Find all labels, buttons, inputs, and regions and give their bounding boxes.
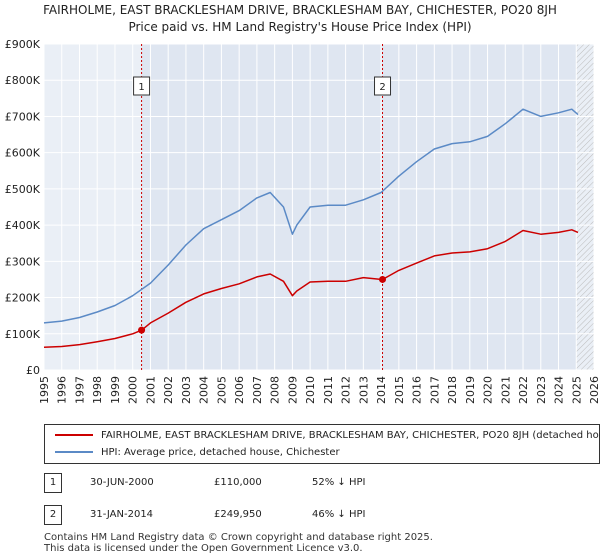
chart-title-line1: FAIRHOLME, EAST BRACKLESHAM DRIVE, BRACK… bbox=[43, 3, 557, 17]
x-tick-label: 2007 bbox=[251, 376, 264, 404]
y-tick-label: £400K bbox=[5, 219, 41, 232]
x-tick-label: 2022 bbox=[517, 376, 530, 404]
x-tick-label: 1996 bbox=[56, 376, 69, 404]
legend-swatch-property bbox=[55, 434, 93, 436]
x-tick-label: 2016 bbox=[411, 376, 424, 404]
x-tick-label: 1999 bbox=[109, 376, 122, 404]
transaction-date: 30-JUN-2000 bbox=[90, 477, 154, 488]
y-tick-label: £900K bbox=[5, 38, 41, 51]
x-tick-label: 2019 bbox=[464, 376, 477, 404]
footer-copyright: Contains HM Land Registry data © Crown c… bbox=[44, 532, 433, 543]
transaction-number: 1 bbox=[44, 473, 62, 493]
forecast-hatch bbox=[576, 44, 594, 370]
x-tick-label: 2012 bbox=[340, 376, 353, 404]
y-tick-label: £100K bbox=[5, 328, 41, 341]
transaction-number: 2 bbox=[44, 505, 62, 525]
transaction-label-box bbox=[133, 76, 151, 96]
x-tick-label: 2023 bbox=[535, 376, 548, 404]
x-tick-label: 2004 bbox=[198, 376, 211, 404]
x-tick-label: 2013 bbox=[357, 376, 370, 404]
transaction-price: £249,950 bbox=[214, 509, 262, 520]
x-tick-label: 2021 bbox=[499, 376, 512, 404]
transaction-label-box bbox=[374, 76, 392, 96]
transaction-hpi-diff: 46% ↓ HPI bbox=[312, 509, 366, 520]
x-tick-label: 2001 bbox=[144, 376, 157, 404]
transaction-span bbox=[382, 44, 577, 370]
hpi-line bbox=[43, 108, 579, 324]
legend-item-property: FAIRHOLME, EAST BRACKLESHAM DRIVE, BRACK… bbox=[55, 428, 600, 444]
y-tick-label: £500K bbox=[5, 183, 41, 196]
y-tick-label: £0 bbox=[26, 364, 40, 377]
chart-title: FAIRHOLME, EAST BRACKLESHAM DRIVE, BRACK… bbox=[0, 2, 600, 36]
x-tick-label: 2006 bbox=[233, 376, 246, 404]
legend-label-hpi: HPI: Average price, detached house, Chic… bbox=[101, 447, 340, 458]
x-tick-label: 2002 bbox=[162, 376, 175, 404]
transaction-marker bbox=[379, 275, 387, 283]
legend-item-hpi: HPI: Average price, detached house, Chic… bbox=[55, 445, 340, 461]
footer: Contains HM Land Registry data © Crown c… bbox=[44, 532, 433, 554]
transaction-span bbox=[141, 44, 383, 370]
transaction-marker bbox=[138, 326, 146, 334]
y-tick-label: £700K bbox=[5, 110, 41, 123]
transaction-date: 31-JAN-2014 bbox=[90, 509, 154, 520]
footer-licence: This data is licensed under the Open Gov… bbox=[44, 543, 363, 554]
x-tick-label: 2014 bbox=[375, 376, 388, 404]
transaction-price: £110,000 bbox=[214, 477, 262, 488]
legend: FAIRHOLME, EAST BRACKLESHAM DRIVE, BRACK… bbox=[44, 424, 600, 464]
x-tick-label: 2010 bbox=[304, 376, 317, 404]
y-tick-label: £800K bbox=[5, 74, 41, 87]
legend-swatch-hpi bbox=[55, 451, 93, 453]
x-tick-label: 2020 bbox=[482, 376, 495, 404]
x-tick-label: 1995 bbox=[38, 376, 51, 404]
y-tick-label: £300K bbox=[5, 255, 41, 268]
x-tick-label: 2009 bbox=[286, 376, 299, 404]
price-chart: 1 2 £0 £100K £200K £300K £400K £500K £600K £700K… bbox=[5, 38, 600, 404]
x-tick-label: 2011 bbox=[322, 376, 335, 404]
x-tick-label: 1997 bbox=[73, 376, 86, 404]
transaction-label: 1 bbox=[138, 82, 144, 93]
y-tick-label: £600K bbox=[5, 147, 41, 160]
x-tick-label: 2018 bbox=[446, 376, 459, 404]
x-tick-label: 2008 bbox=[269, 376, 282, 404]
chart-title-line2: Price paid vs. HM Land Registry's House … bbox=[128, 20, 472, 34]
x-tick-label: 2015 bbox=[393, 376, 406, 404]
x-tick-label: 1998 bbox=[91, 376, 104, 404]
x-tick-label: 2017 bbox=[428, 376, 441, 404]
y-tick-label: £200K bbox=[5, 292, 41, 305]
x-tick-label: 2024 bbox=[553, 376, 566, 404]
x-tick-label: 2025 bbox=[570, 376, 583, 404]
x-tick-label: 2003 bbox=[180, 376, 193, 404]
x-tick-label: 2005 bbox=[215, 376, 228, 404]
transaction-label: 2 bbox=[379, 82, 385, 93]
x-tick-label: 2000 bbox=[127, 376, 140, 404]
x-tick-label: 2026 bbox=[588, 376, 600, 404]
legend-label-property: FAIRHOLME, EAST BRACKLESHAM DRIVE, BRACK… bbox=[101, 430, 600, 441]
transaction-hpi-diff: 52% ↓ HPI bbox=[312, 477, 366, 488]
